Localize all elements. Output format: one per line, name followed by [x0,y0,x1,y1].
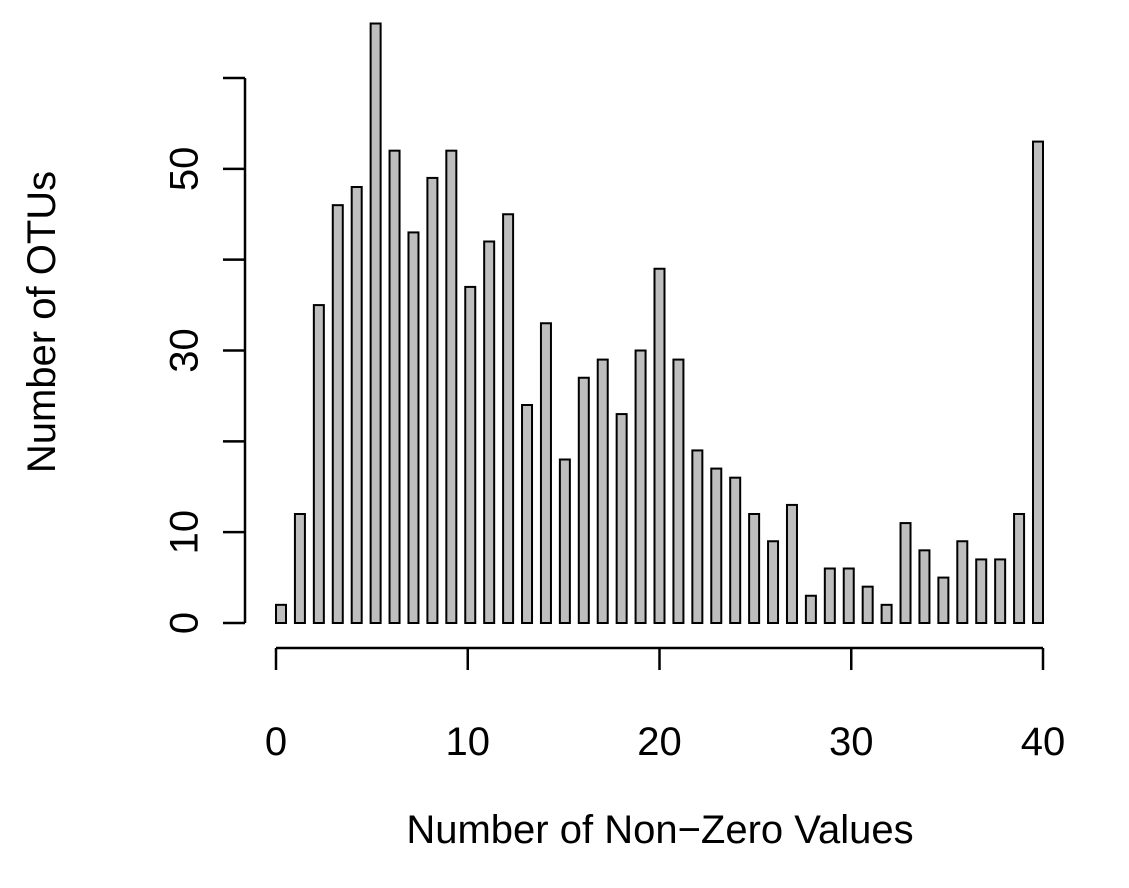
bar [975,558,988,625]
x-tick-label: 20 [637,720,682,764]
bar [767,540,780,624]
bar [426,176,439,625]
bar [596,358,609,624]
bar [653,267,666,624]
bar [748,513,761,624]
bar [464,285,477,624]
bar [445,149,458,625]
bar [785,503,798,624]
x-tick-label: 0 [265,720,287,764]
bar [1013,513,1026,624]
bar [918,549,931,624]
bar [672,358,685,624]
bar [880,603,893,624]
y-tick-label: 30 [163,328,207,373]
bar [729,476,742,624]
bar [502,213,515,624]
bar [350,186,363,624]
y-tick-label: 0 [163,612,207,634]
bar [293,513,306,624]
y-axis-label: Number of OTUs [20,171,64,473]
bar [994,558,1007,625]
bar [956,540,969,624]
bar [842,567,855,624]
x-axis-label: Number of Non−Zero Values [406,808,913,852]
bar [407,231,420,625]
bar [539,322,552,624]
x-tick-label: 10 [446,720,491,764]
bar [899,522,912,624]
bar [388,149,401,625]
bar [823,567,836,624]
bar [577,376,590,624]
bar [804,594,817,624]
bar [331,204,344,625]
bar [483,240,496,624]
y-tick-label: 50 [163,147,207,192]
bar [710,467,723,625]
x-tick-label: 40 [1021,720,1066,764]
bar [558,458,571,624]
y-tick-label: 10 [163,510,207,555]
x-tick-label: 30 [829,720,874,764]
bar [312,304,325,624]
bar [634,349,647,624]
bar [521,404,534,624]
bar [937,576,950,624]
bar [275,603,287,624]
bar [1032,140,1044,624]
bar [691,449,704,624]
bar [369,22,382,624]
bar [615,413,628,625]
bar [861,585,874,625]
